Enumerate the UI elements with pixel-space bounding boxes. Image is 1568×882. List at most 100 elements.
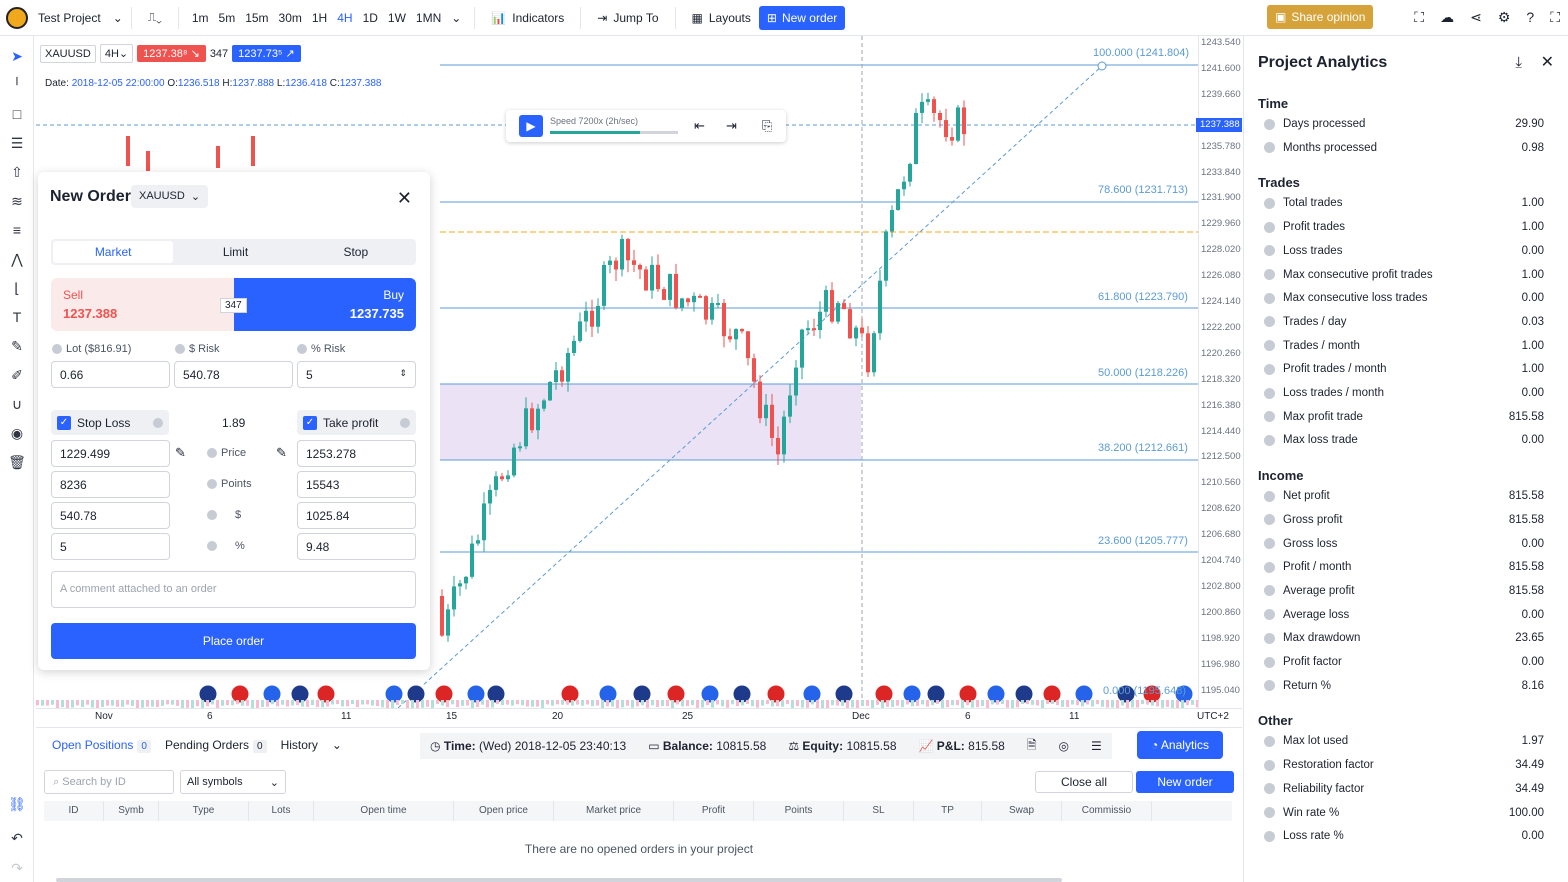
help-icon[interactable]: ? [1526,9,1535,25]
cloud-icon[interactable]: ☁ [1440,9,1455,25]
gauge-icon[interactable]: ◎ [1058,739,1069,753]
share-opinion-button[interactable]: ▣ Share opinion [1267,5,1374,29]
speed-slider[interactable] [550,131,678,134]
col-header[interactable]: Swap [982,801,1062,821]
pattern-tool-icon[interactable]: ⋀ [11,251,23,267]
search-input[interactable]: ⌕ Search by ID [44,770,174,794]
magnet-icon[interactable]: ∪ [11,396,23,412]
fullscreen-icon[interactable]: ⛶ [1550,9,1560,25]
download-icon[interactable]: ⤓ [1515,54,1522,71]
screenshot-icon[interactable]: ⛶ [1414,9,1425,25]
lot-input[interactable]: 0.66 [51,361,170,388]
buy-button[interactable]: Buy 1237.735 [234,278,416,331]
step-forward-icon[interactable]: ⇥ [726,118,737,133]
col-header[interactable]: SL [844,801,914,821]
document-icon[interactable]: 🗎 [1026,737,1037,752]
tab-market[interactable]: Market [53,241,174,263]
pct-risk-stepper[interactable]: 5 ⇕ [297,361,416,388]
step-back-icon[interactable]: ⇤ [694,118,705,133]
risk-input[interactable]: 540.78 [174,361,293,388]
close-all-button[interactable]: Close all [1035,771,1133,793]
comment-input[interactable]: A comment attached to an order [51,571,416,608]
text-tool-icon[interactable]: T [12,309,22,325]
sell-price-badge[interactable]: 1237.38⁸ ↘ [137,45,206,62]
col-header[interactable]: Symb [104,801,159,821]
col-header[interactable]: ID [44,801,104,821]
horizontal-scrollbar[interactable] [56,878,1062,882]
col-header[interactable]: Points [754,801,844,821]
jump-to-button[interactable]: ⇥ Jump To [597,10,659,25]
tp-price-input[interactable]: 1253.278 [297,440,416,467]
tab-history[interactable]: History [280,738,318,752]
col-header[interactable]: TP [914,801,982,821]
order-symbol-select[interactable]: XAUUSD ⌄ [131,185,209,208]
tab-open-positions[interactable]: Open Positions 0 [52,738,151,753]
brush-tool-icon[interactable]: ✎ [11,338,23,354]
col-header[interactable]: Commissio [1062,801,1152,821]
link-icon[interactable]: ⛓ [8,796,26,812]
rectangle-icon[interactable]: □ [12,106,22,122]
measure-tool-icon[interactable]: ⌊ [14,280,20,296]
sell-button[interactable]: Sell 1237.388 [51,278,234,331]
tf-more-chevron-icon[interactable]: ⌄ [451,10,462,25]
close-icon[interactable]: ✕ [396,188,412,208]
arrow-tool-icon[interactable]: ⇧ [11,164,23,180]
tp-points-input[interactable]: 15543 [297,471,416,498]
fib-tool-icon[interactable]: ☰ [10,135,24,151]
tf-1mn[interactable]: 1MN [415,10,442,25]
analytics-button[interactable]: ◔ Analytics [1137,731,1223,759]
sl-pct-input[interactable]: 5 [51,533,170,560]
tf-15m[interactable]: 15m [245,10,269,25]
symbols-select[interactable]: All symbols ⌄ [180,770,286,794]
indicators-button[interactable]: 📊 Indicators [491,10,565,25]
new-order-top-button[interactable]: ⊞ New order [758,5,846,30]
tp-usd-input[interactable]: 1025.84 [297,502,416,529]
close-icon[interactable]: ✕ [1540,54,1554,71]
sl-picker-icon[interactable]: ✎ [175,445,186,460]
new-order-button[interactable]: New order [1136,771,1234,793]
col-header[interactable]: Lots [249,801,314,821]
channel-tool-icon[interactable]: ≋ [11,193,23,209]
take-profit-toggle[interactable]: ✓ Take profit [297,410,416,435]
sl-usd-input[interactable]: 540.78 [51,502,170,529]
interval-box[interactable]: 4H⌄ [99,44,134,63]
tp-pct-input[interactable]: 9.48 [297,533,416,560]
col-header[interactable]: Open price [454,801,554,821]
cursor-icon[interactable]: ➤ [11,48,23,64]
place-order-button[interactable]: Place order [51,623,416,659]
col-header[interactable]: Open time [314,801,454,821]
tf-30m[interactable]: 30m [278,10,302,25]
share-icon[interactable]: ⋖ [1470,9,1482,25]
time-axis[interactable]: Nov 6 11 15 20 25 Dec 6 11 UTC+2 [36,708,1242,726]
tf-4h[interactable]: 4H [337,10,353,25]
stop-loss-toggle[interactable]: ✓ Stop Loss [51,410,169,435]
sl-price-input[interactable]: 1229.499 [51,440,170,467]
tf-1d[interactable]: 1D [362,10,378,25]
line-tool-icon[interactable]: ╵ [12,77,22,93]
redo-icon[interactable]: ↷ [11,860,23,876]
tf-1m[interactable]: 1m [191,10,209,25]
trash-icon[interactable]: 🗑 [8,454,26,470]
gear-icon[interactable]: ⚙ [1497,9,1511,25]
levels-tool-icon[interactable]: ≡ [12,222,22,238]
col-header[interactable]: Market price [554,801,674,821]
col-header[interactable]: Type [159,801,249,821]
tab-limit[interactable]: Limit [222,245,249,259]
sl-points-input[interactable]: 8236 [51,471,170,498]
layouts-button[interactable]: ▦ Layouts [691,10,751,25]
price-axis[interactable]: 1243.540 1241.600 1239.660 1235.780 1233.840… [1198,36,1242,708]
col-header[interactable]: Profit [674,801,754,821]
undo-icon[interactable]: ↶ [11,830,23,846]
play-icon[interactable]: ▶ [519,115,543,137]
notes-icon[interactable]: ☰ [1090,739,1102,753]
tf-1w[interactable]: 1W [387,10,406,25]
tf-5m[interactable]: 5m [218,10,236,25]
chevron-down-icon[interactable]: ⌄ [331,738,342,752]
tab-stop[interactable]: Stop [343,245,369,259]
buy-price-badge[interactable]: 1237.73⁵ ↗ [232,45,301,62]
eye-icon[interactable]: ◉ [10,425,24,441]
chart-type-icon[interactable]: ⎍⌄ [147,10,162,24]
project-selector[interactable]: Test Project ⌄ [38,11,123,25]
tab-pending-orders[interactable]: Pending Orders 0 [165,738,267,753]
pencil-icon[interactable]: ✐ [11,367,23,383]
